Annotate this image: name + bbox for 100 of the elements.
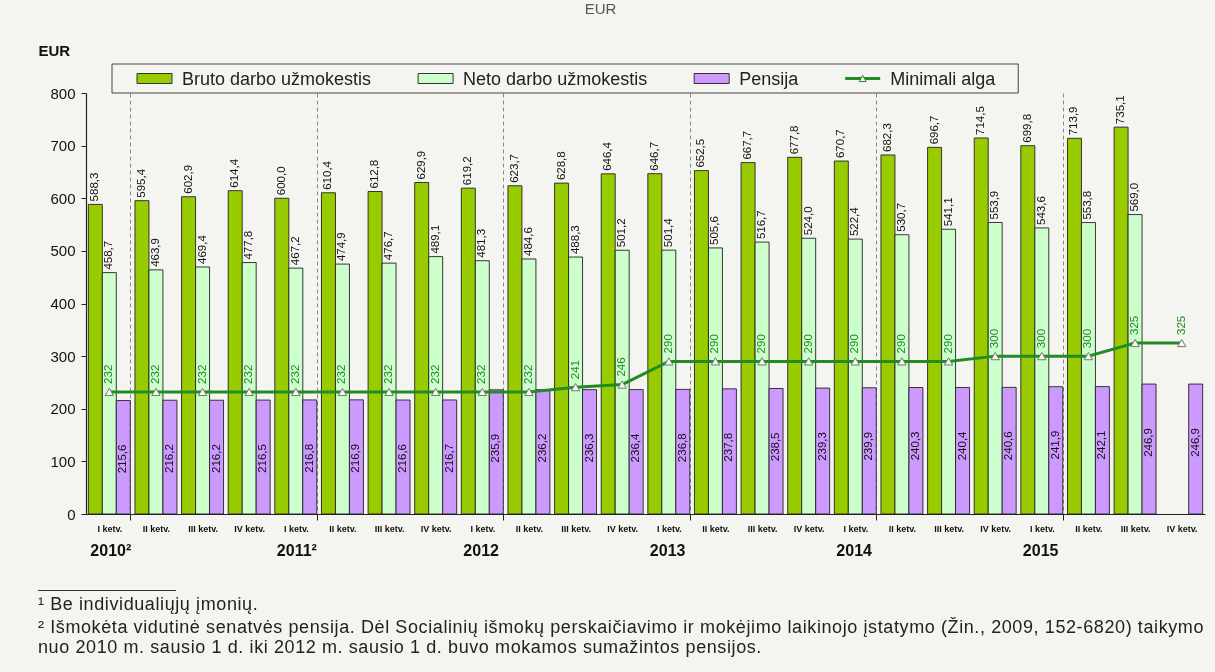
x-tick-label: I ketv. bbox=[656, 523, 682, 534]
data-label: 696,7 bbox=[927, 115, 940, 145]
data-label: 236,2 bbox=[535, 433, 548, 463]
x-tick-label: II ketv. bbox=[329, 523, 357, 534]
data-label: 677,8 bbox=[787, 125, 800, 155]
data-label: 458,7 bbox=[102, 240, 115, 270]
x-tick-label: I ketv. bbox=[1029, 523, 1055, 534]
x-tick-label: IV ketv. bbox=[234, 523, 266, 534]
x-tick-label: II ketv. bbox=[515, 523, 544, 534]
data-label: 240,6 bbox=[1002, 431, 1015, 461]
data-label: 239,9 bbox=[862, 431, 875, 461]
data-label: 646,4 bbox=[601, 141, 614, 171]
data-label: 588,3 bbox=[88, 172, 101, 202]
data-label: 300 bbox=[988, 328, 1001, 349]
data-label: 241 bbox=[568, 359, 581, 380]
data-label: 530,7 bbox=[894, 202, 907, 232]
x-tick-label: II ketv. bbox=[888, 523, 917, 534]
data-label: 232 bbox=[242, 364, 255, 384]
legend-label: Neto darbo užmokestis bbox=[463, 68, 648, 89]
x-tick-label: II ketv. bbox=[702, 523, 730, 534]
data-label: 300 bbox=[1081, 328, 1094, 349]
data-label: 216,9 bbox=[349, 443, 362, 473]
x-tick-label: II ketv. bbox=[1075, 523, 1103, 534]
data-label: 699,8 bbox=[1020, 113, 1033, 143]
data-label: 501,4 bbox=[661, 217, 674, 248]
x-tick-label: I ketv. bbox=[97, 523, 123, 534]
data-label: 682,3 bbox=[880, 123, 893, 152]
data-label: 543,6 bbox=[1034, 196, 1047, 225]
data-label: 232 bbox=[148, 364, 161, 384]
text: ² Išmokėta vidutinė senatvės pensija. Dėl Socialinių išmokų perskaičiavimo ir mokėjimo laikinojo įstatymo (Žin., 2009, 152-6820) taikymo nuo 2010 m. sausio 1 d. iki 2012 m. sausio 1 d. buvo mokamos sumažintos pensijos. bbox=[38, 617, 1206, 657]
data-label: 714,5 bbox=[974, 106, 987, 135]
data-label: 600,0 bbox=[274, 166, 287, 196]
y-tick-label: 500 bbox=[50, 242, 76, 260]
y-tick-label: 100 bbox=[50, 452, 76, 470]
text: ¹ Be individualiųjų įmonių. bbox=[38, 594, 260, 614]
data-label: 240,4 bbox=[955, 430, 968, 461]
data-label: 216,2 bbox=[162, 444, 175, 474]
data-label: 489,1 bbox=[428, 224, 441, 254]
data-label: 216,7 bbox=[442, 443, 455, 473]
text: 2010² bbox=[90, 542, 132, 559]
data-label: 290 bbox=[941, 334, 954, 354]
data-label: 246,9 bbox=[1142, 428, 1155, 457]
x-tick-label: I ketv. bbox=[283, 523, 309, 534]
data-label: 474,9 bbox=[335, 232, 348, 262]
y-tick-label: 200 bbox=[50, 400, 76, 418]
data-label: 235,9 bbox=[489, 433, 502, 463]
data-label: 216,5 bbox=[256, 444, 269, 473]
y-axis-title: EUR bbox=[584, 0, 617, 17]
data-label: 516,7 bbox=[755, 210, 768, 240]
data-label: 216,2 bbox=[209, 444, 222, 474]
data-label: 246,9 bbox=[1188, 428, 1201, 457]
data-label: 232 bbox=[102, 364, 115, 384]
data-label: 236,4 bbox=[629, 432, 642, 463]
data-label: 232 bbox=[428, 364, 441, 384]
data-label: 232 bbox=[521, 364, 534, 384]
data-label: 300 bbox=[1034, 328, 1047, 349]
data-label: 236,8 bbox=[675, 433, 688, 463]
data-label: 232 bbox=[475, 364, 488, 384]
chart-title: EUR bbox=[38, 41, 71, 59]
data-label: 290 bbox=[801, 334, 814, 354]
x-tick-label: IV ketv. bbox=[1166, 523, 1198, 534]
data-label: 602,9 bbox=[181, 164, 194, 194]
y-tick-label: 300 bbox=[50, 347, 76, 365]
x-tick-label: I ketv. bbox=[470, 523, 496, 534]
data-label: 240,3 bbox=[908, 431, 921, 461]
data-label: 629,9 bbox=[414, 150, 427, 180]
data-label: 232 bbox=[288, 364, 301, 384]
x-tick-label: III ketv. bbox=[747, 523, 778, 534]
data-label: 216,8 bbox=[302, 443, 315, 473]
data-label: 242,1 bbox=[1095, 430, 1108, 460]
data-label: 488,3 bbox=[568, 225, 581, 255]
data-label: 553,9 bbox=[988, 190, 1001, 220]
legend-label: Pensija bbox=[739, 68, 800, 89]
legend-label: Bruto darbo užmokestis bbox=[182, 68, 372, 89]
data-label: 463,9 bbox=[148, 238, 161, 267]
data-label: 569,0 bbox=[1128, 182, 1141, 212]
data-label: 232 bbox=[335, 364, 348, 384]
text: 2012 bbox=[463, 542, 500, 559]
text: 2011² bbox=[276, 542, 317, 559]
data-label: 501,2 bbox=[615, 218, 628, 248]
data-label: 216,6 bbox=[396, 444, 409, 473]
data-label: 623,7 bbox=[507, 154, 520, 183]
data-label: 646,7 bbox=[647, 141, 660, 171]
data-label: 484,6 bbox=[521, 227, 534, 256]
data-label: 652,5 bbox=[694, 138, 707, 168]
y-tick-label: 700 bbox=[50, 137, 76, 155]
x-tick-label: III ketv. bbox=[561, 523, 591, 534]
x-tick-label: IV ketv. bbox=[793, 523, 825, 534]
text: 2014 bbox=[836, 542, 873, 559]
x-tick-label: IV ketv. bbox=[420, 523, 452, 534]
data-label: 290 bbox=[755, 334, 768, 354]
x-tick-label: I ketv. bbox=[843, 523, 869, 534]
data-label: 290 bbox=[848, 334, 861, 354]
data-label: 524,0 bbox=[801, 206, 814, 236]
x-tick-label: IV ketv. bbox=[607, 523, 639, 534]
data-label: 477,8 bbox=[242, 230, 255, 260]
data-label: 236,3 bbox=[582, 433, 595, 463]
data-label: 619,2 bbox=[461, 156, 474, 186]
data-label: 541,1 bbox=[941, 197, 954, 227]
y-tick-label: 0 bbox=[67, 505, 76, 523]
